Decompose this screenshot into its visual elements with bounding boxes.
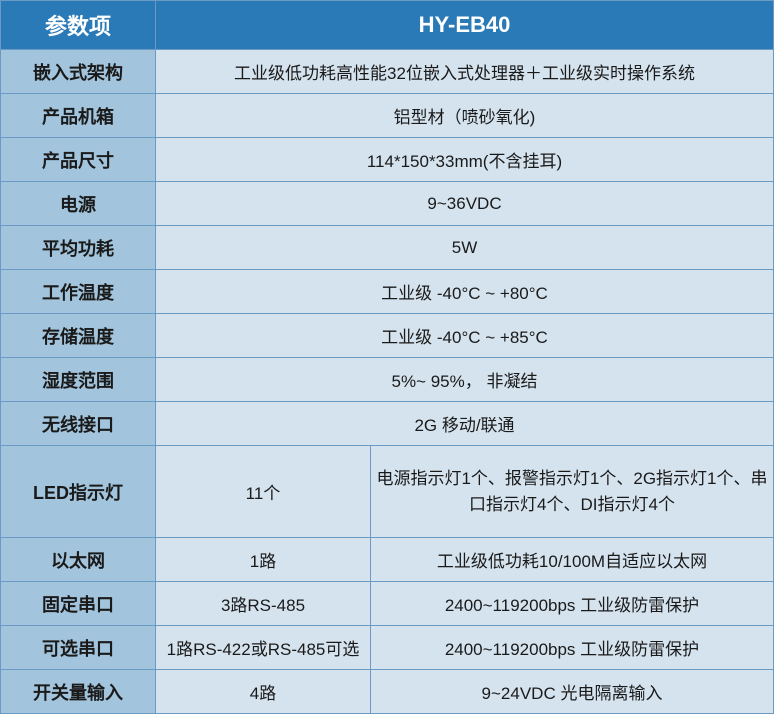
table-row-split: 开关量输入 4路 9~24VDC 光电隔离输入 xyxy=(1,670,774,714)
row-sub2: 9~24VDC 光电隔离输入 xyxy=(371,670,774,714)
row-sub1: 1路RS-422或RS-485可选 xyxy=(156,626,371,670)
row-value: 5%~ 95%， 非凝结 xyxy=(156,358,774,402)
row-sub2: 工业级低功耗10/100M自适应以太网 xyxy=(371,538,774,582)
row-value: 工业级 -40°C ~ +80°C xyxy=(156,270,774,314)
row-label: LED指示灯 xyxy=(1,446,156,538)
table-row: 无线接口 2G 移动/联通 xyxy=(1,402,774,446)
table-row: 产品机箱 铝型材（喷砂氧化) xyxy=(1,94,774,138)
row-label: 嵌入式架构 xyxy=(1,50,156,94)
row-value: 工业级低功耗高性能32位嵌入式处理器＋工业级实时操作系统 xyxy=(156,50,774,94)
row-sub2: 2400~119200bps 工业级防雷保护 xyxy=(371,626,774,670)
spec-table: 参数项 HY-EB40 嵌入式架构 工业级低功耗高性能32位嵌入式处理器＋工业级… xyxy=(0,0,774,714)
table-row-split: 可选串口 1路RS-422或RS-485可选 2400~119200bps 工业… xyxy=(1,626,774,670)
table-row: 平均功耗 5W xyxy=(1,226,774,270)
table-row: 电源 9~36VDC xyxy=(1,182,774,226)
table-row-split: 固定串口 3路RS-485 2400~119200bps 工业级防雷保护 xyxy=(1,582,774,626)
row-label: 固定串口 xyxy=(1,582,156,626)
row-label: 无线接口 xyxy=(1,402,156,446)
row-sub1: 1路 xyxy=(156,538,371,582)
table-row: 工作温度 工业级 -40°C ~ +80°C xyxy=(1,270,774,314)
row-label: 开关量输入 xyxy=(1,670,156,714)
row-sub1: 3路RS-485 xyxy=(156,582,371,626)
row-label: 平均功耗 xyxy=(1,226,156,270)
row-sub2: 2400~119200bps 工业级防雷保护 xyxy=(371,582,774,626)
row-label: 可选串口 xyxy=(1,626,156,670)
row-label: 工作温度 xyxy=(1,270,156,314)
table-row: 产品尺寸 114*150*33mm(不含挂耳) xyxy=(1,138,774,182)
row-label: 电源 xyxy=(1,182,156,226)
table-row-split: LED指示灯 11个 电源指示灯1个、报警指示灯1个、2G指示灯1个、串口指示灯… xyxy=(1,446,774,538)
header-model: HY-EB40 xyxy=(156,1,774,50)
row-value: 5W xyxy=(156,226,774,270)
table-row-split: 以太网 1路 工业级低功耗10/100M自适应以太网 xyxy=(1,538,774,582)
table-row: 湿度范围 5%~ 95%， 非凝结 xyxy=(1,358,774,402)
row-label: 产品机箱 xyxy=(1,94,156,138)
row-value: 9~36VDC xyxy=(156,182,774,226)
row-label: 产品尺寸 xyxy=(1,138,156,182)
row-label: 以太网 xyxy=(1,538,156,582)
header-param-label: 参数项 xyxy=(1,1,156,50)
row-label: 湿度范围 xyxy=(1,358,156,402)
row-label: 存储温度 xyxy=(1,314,156,358)
row-value: 工业级 -40°C ~ +85°C xyxy=(156,314,774,358)
row-sub2: 电源指示灯1个、报警指示灯1个、2G指示灯1个、串口指示灯4个、DI指示灯4个 xyxy=(371,446,774,538)
header-row: 参数项 HY-EB40 xyxy=(1,1,774,50)
row-sub1: 4路 xyxy=(156,670,371,714)
table-row: 嵌入式架构 工业级低功耗高性能32位嵌入式处理器＋工业级实时操作系统 xyxy=(1,50,774,94)
row-value: 2G 移动/联通 xyxy=(156,402,774,446)
row-value: 铝型材（喷砂氧化) xyxy=(156,94,774,138)
row-value: 114*150*33mm(不含挂耳) xyxy=(156,138,774,182)
row-sub1: 11个 xyxy=(156,446,371,538)
table-row: 存储温度 工业级 -40°C ~ +85°C xyxy=(1,314,774,358)
